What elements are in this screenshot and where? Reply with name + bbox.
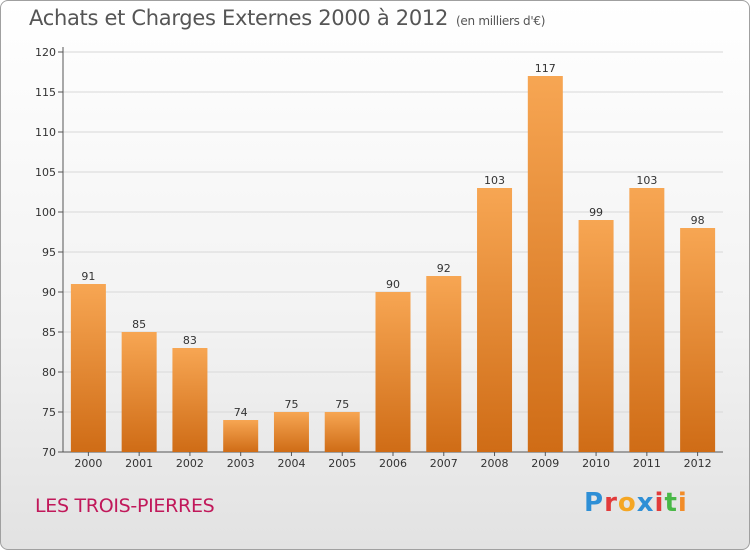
data-label: 75	[335, 398, 349, 411]
y-tick-label: 90	[42, 286, 56, 299]
x-tick-label: 2000	[74, 457, 102, 470]
data-label: 91	[81, 270, 95, 283]
x-tick-label: 2006	[379, 457, 407, 470]
data-label: 85	[132, 318, 146, 331]
label-layer: 91 85 83 74 75 75 90 92 103 117 99 103 98	[81, 62, 704, 419]
bar-2003	[223, 420, 259, 452]
bar-2005	[324, 412, 360, 452]
data-label: 103	[636, 174, 657, 187]
x-tick-label: 2003	[227, 457, 255, 470]
y-tick-label: 105	[35, 166, 56, 179]
y-tick-label: 95	[42, 246, 56, 259]
data-label: 92	[437, 262, 451, 275]
data-label: 99	[589, 206, 603, 219]
x-tick-label: 2005	[328, 457, 356, 470]
x-tick-label: 2010	[582, 457, 610, 470]
x-tick-label: 2011	[633, 457, 661, 470]
y-tick-label: 85	[42, 326, 56, 339]
bar-2009	[527, 76, 563, 452]
y-tick-label: 120	[35, 46, 56, 59]
proxiti-logo[interactable]: Proxiti	[584, 488, 688, 518]
data-label: 75	[284, 398, 298, 411]
y-tick-label: 70	[42, 446, 56, 459]
x-tick-label: 2004	[277, 457, 305, 470]
data-label: 90	[386, 278, 400, 291]
chart-unit: (en milliers d'€)	[456, 14, 546, 28]
bar-2004	[273, 412, 309, 452]
chart-title: Achats et Charges Externes 2000 à 2012 (e…	[29, 6, 545, 30]
x-tick-label: 2002	[176, 457, 204, 470]
bar-2000	[70, 284, 106, 452]
city-name: LES TROIS-PIERRES	[35, 495, 215, 517]
bar-2008	[477, 188, 513, 452]
y-tick-label: 80	[42, 366, 56, 379]
bar-2011	[629, 188, 665, 452]
x-tick-label: 2001	[125, 457, 153, 470]
data-label: 83	[183, 334, 197, 347]
x-tick-label: 2008	[481, 457, 509, 470]
bar-layer	[70, 76, 716, 452]
bar-2007	[426, 276, 462, 452]
y-tick-label: 100	[35, 206, 56, 219]
y-tick-label: 115	[35, 86, 56, 99]
data-label: 74	[234, 406, 248, 419]
data-label: 103	[484, 174, 505, 187]
data-label: 117	[535, 62, 556, 75]
bar-2012	[680, 228, 716, 452]
bar-2010	[578, 220, 614, 452]
y-tick-label: 110	[35, 126, 56, 139]
bar-2006	[375, 292, 411, 452]
x-tick-label: 2009	[531, 457, 559, 470]
bar-2002	[172, 348, 208, 452]
chart-title-text: Achats et Charges Externes 2000 à 2012	[29, 6, 449, 30]
y-tick-label: 75	[42, 406, 56, 419]
x-tick-label: 2007	[430, 457, 458, 470]
x-tick-label: 2012	[684, 457, 712, 470]
bar-2001	[121, 332, 157, 452]
data-label: 98	[691, 214, 705, 227]
